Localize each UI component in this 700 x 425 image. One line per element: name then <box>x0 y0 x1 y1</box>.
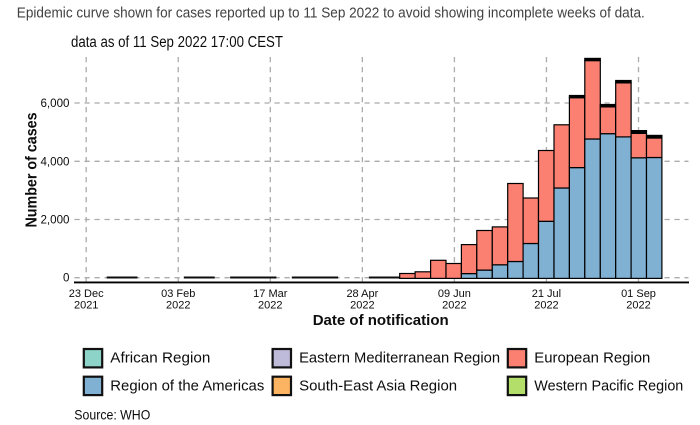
svg-text:2022: 2022 <box>258 299 282 311</box>
svg-text:2022: 2022 <box>350 299 374 311</box>
svg-text:09 Jun: 09 Jun <box>438 288 471 300</box>
svg-text:Western Pacific Region: Western Pacific Region <box>534 377 683 394</box>
svg-text:2021: 2021 <box>74 299 98 311</box>
svg-text:data as of 11 Sep 2022 17:00 C: data as of 11 Sep 2022 17:00 CEST <box>71 34 283 51</box>
svg-text:Region of the Americas: Region of the Americas <box>110 377 264 394</box>
svg-text:South-East Asia Region: South-East Asia Region <box>299 377 457 394</box>
svg-text:2,000: 2,000 <box>40 214 69 227</box>
svg-text:Epidemic curve shown for cases: Epidemic curve shown for cases reported … <box>17 5 645 22</box>
svg-text:European Region: European Region <box>534 350 650 367</box>
svg-text:28 Apr: 28 Apr <box>346 288 378 300</box>
svg-text:African Region: African Region <box>110 350 210 367</box>
svg-text:Date of notification: Date of notification <box>313 312 449 329</box>
svg-text:2022: 2022 <box>442 299 466 311</box>
svg-text:01 Sep: 01 Sep <box>621 288 656 300</box>
svg-text:17 Mar: 17 Mar <box>253 288 288 300</box>
svg-text:Number of cases: Number of cases <box>24 112 41 227</box>
svg-text:03 Feb: 03 Feb <box>161 288 195 300</box>
svg-text:2022: 2022 <box>626 299 650 311</box>
svg-text:Eastern Mediterranean Region: Eastern Mediterranean Region <box>299 350 500 367</box>
svg-text:2022: 2022 <box>166 299 190 311</box>
svg-text:6,000: 6,000 <box>40 97 69 110</box>
svg-text:2022: 2022 <box>534 299 558 311</box>
svg-text:23 Dec: 23 Dec <box>69 288 104 300</box>
svg-text:Source: WHO: Source: WHO <box>74 406 150 422</box>
svg-text:21 Jul: 21 Jul <box>532 288 561 300</box>
svg-text:0: 0 <box>63 272 69 285</box>
svg-text:4,000: 4,000 <box>40 155 69 168</box>
